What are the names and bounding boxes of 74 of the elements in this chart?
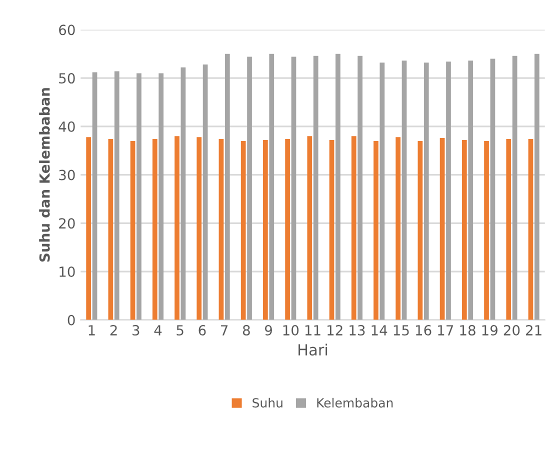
bar <box>490 58 496 320</box>
bar <box>396 137 401 320</box>
legend-label: Suhu <box>252 398 282 408</box>
y-axis-title: Suhu dan Kelembaban <box>39 88 50 262</box>
bar <box>534 54 540 320</box>
x-tick-label: 3 <box>132 325 140 336</box>
bar <box>108 139 114 320</box>
x-tick-label: 2 <box>110 325 117 336</box>
bar <box>484 140 489 320</box>
x-tick-label: 9 <box>264 325 272 336</box>
bar <box>202 64 208 320</box>
x-tick-label: 19 <box>482 325 498 336</box>
y-tick-label: 30 <box>59 170 75 180</box>
bar <box>136 73 142 320</box>
bar <box>130 140 136 320</box>
x-tick-label: 4 <box>154 325 162 336</box>
x-tick-label: 8 <box>242 325 250 336</box>
x-tick-label: 20 <box>504 325 520 336</box>
bar <box>358 56 362 320</box>
bar <box>152 139 158 320</box>
y-tick-label: 40 <box>58 121 75 132</box>
bar <box>218 139 224 320</box>
bar <box>240 140 246 320</box>
bar <box>92 72 98 320</box>
y-tick-label: 10 <box>60 266 75 278</box>
bar <box>374 140 378 320</box>
x-tick-label: 16 <box>416 325 432 336</box>
y-tick-label: 50 <box>59 73 75 84</box>
bar <box>512 56 518 320</box>
x-tick-label: 18 <box>460 325 476 336</box>
bar <box>440 138 445 320</box>
bar <box>402 60 407 320</box>
bar <box>462 140 467 320</box>
x-tick-label: 17 <box>438 325 454 336</box>
bar <box>291 56 296 320</box>
bar <box>180 67 186 320</box>
bar <box>446 62 451 320</box>
bar <box>329 140 334 320</box>
bar <box>285 139 290 320</box>
bar <box>196 137 202 320</box>
x-tick-label: 15 <box>394 325 409 336</box>
y-tick-label: 20 <box>59 218 75 229</box>
bar <box>468 60 474 320</box>
bar <box>263 140 268 320</box>
bar <box>158 73 164 320</box>
bar <box>313 56 318 320</box>
bar <box>418 140 423 320</box>
bar <box>269 54 274 320</box>
bar <box>174 136 180 320</box>
x-tick-label: 5 <box>176 325 184 336</box>
x-tick-label: 10 <box>283 325 299 336</box>
bar <box>528 139 534 320</box>
x-tick-label: 21 <box>526 325 542 336</box>
x-tick-label: 12 <box>328 325 342 336</box>
bar <box>336 54 340 320</box>
y-tick-label: 0 <box>68 314 75 326</box>
bar <box>506 139 512 320</box>
bar <box>86 137 92 320</box>
x-tick-label: 1 <box>88 325 95 336</box>
bar <box>114 71 120 320</box>
bar <box>307 136 312 320</box>
x-tick-label: 6 <box>198 325 206 336</box>
x-axis-title: Hari <box>298 344 328 356</box>
bar <box>247 56 252 320</box>
legend-label: Kelembaban <box>317 398 393 408</box>
x-tick-label: 13 <box>350 325 365 336</box>
x-tick-label: 7 <box>221 325 228 336</box>
y-tick-label: 60 <box>59 24 75 36</box>
x-tick-label: 14 <box>372 325 388 336</box>
bar <box>424 62 429 320</box>
x-tick-label: 11 <box>305 325 320 336</box>
bar <box>224 54 230 320</box>
bar <box>351 136 356 320</box>
bar <box>380 62 385 320</box>
